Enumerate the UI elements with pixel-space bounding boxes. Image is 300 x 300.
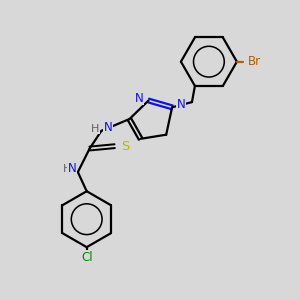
Text: H: H — [63, 164, 71, 174]
Text: N: N — [68, 162, 76, 175]
Text: N: N — [135, 92, 143, 105]
Text: H: H — [91, 124, 99, 134]
Text: S: S — [121, 140, 130, 153]
Text: N: N — [177, 98, 186, 111]
Text: Br: Br — [248, 55, 261, 68]
Text: N: N — [104, 121, 112, 134]
Text: Cl: Cl — [81, 251, 92, 264]
